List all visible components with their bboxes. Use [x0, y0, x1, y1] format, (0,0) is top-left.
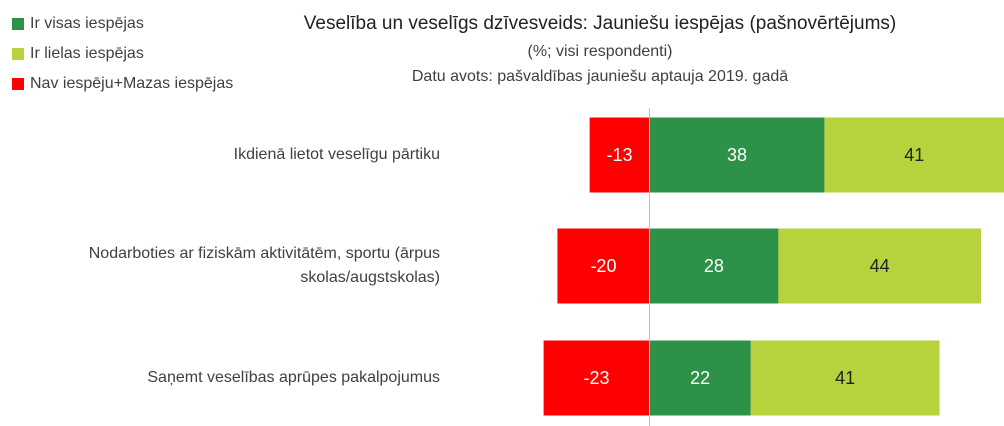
- data-label: 41: [835, 368, 855, 388]
- data-label: 38: [727, 145, 747, 165]
- bar: [649, 228, 779, 304]
- data-label: -20: [590, 256, 616, 276]
- legend-label: Nav iespēju+Mazas iespējas: [30, 75, 233, 92]
- chart-title: Veselība un veselīgs dzīvesveids: Jaunie…: [304, 13, 897, 34]
- bar: [824, 117, 1004, 193]
- legend-swatch: [12, 18, 24, 30]
- category-label: Saņemt veselības aprūpes pakalpojumus: [147, 369, 440, 386]
- data-label: -13: [607, 145, 633, 165]
- bar: [557, 228, 650, 304]
- legend-label: Ir lielas iespējas: [30, 45, 144, 62]
- bar: [649, 117, 825, 193]
- data-label: -23: [584, 368, 610, 388]
- bar: [543, 340, 650, 416]
- category-label: Ikdienā lietot veselīgu pārtiku: [233, 146, 440, 163]
- data-label: 44: [870, 256, 890, 276]
- category-label: Nodarboties ar fiziskām aktivitātēm, spo…: [88, 245, 440, 286]
- bar: [778, 228, 981, 304]
- data-label: 28: [704, 256, 724, 276]
- legend-label: Ir visas iespējas: [30, 15, 144, 32]
- bar: [589, 117, 650, 193]
- data-label: 41: [904, 145, 924, 165]
- bar: [649, 340, 751, 416]
- chart-source: Datu avots: pašvaldības jauniešu aptauja…: [412, 68, 788, 85]
- chart-subtitle: (%; visi respondenti): [528, 43, 673, 60]
- bar: [750, 340, 940, 416]
- legend-swatch: [12, 78, 24, 90]
- data-label: 22: [690, 368, 710, 388]
- legend-swatch: [12, 48, 24, 60]
